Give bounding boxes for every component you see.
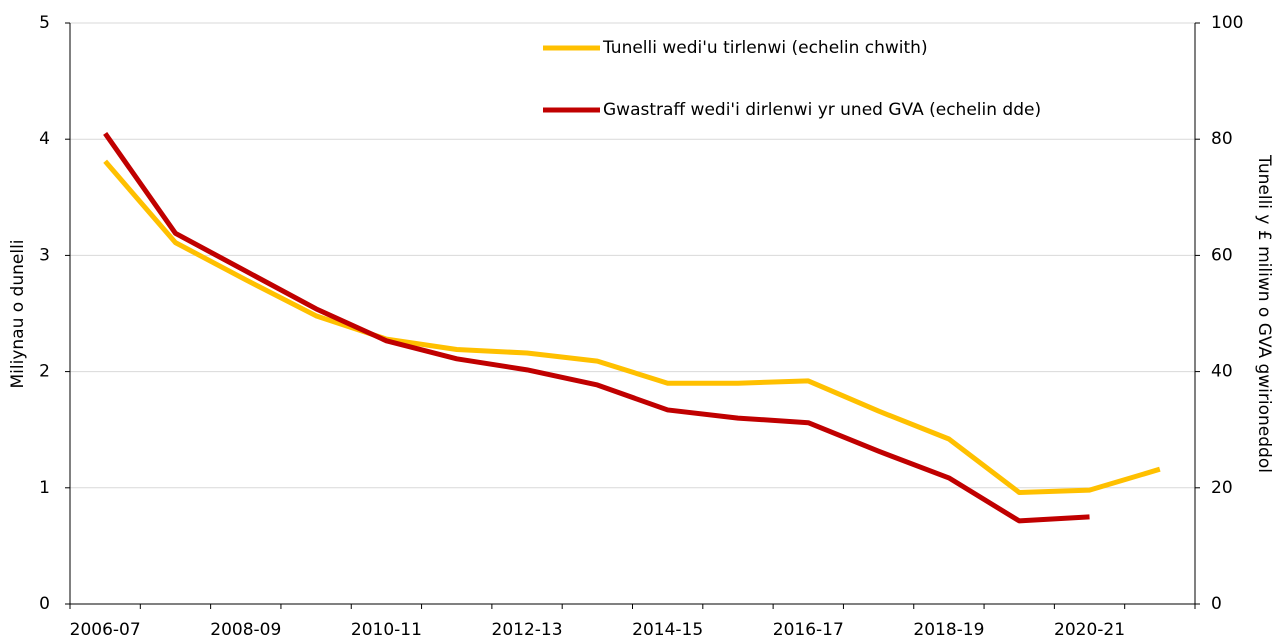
series-line [103, 131, 1090, 524]
x-tick-label: 2008-09 [210, 620, 281, 640]
x-tick-label: 2012-13 [492, 620, 563, 640]
x-tick-label: 2010-11 [351, 620, 422, 640]
y2-axis-label: Tunelli y £ miliwn o GVA gwirioneddol [1254, 154, 1274, 473]
x-tick-label: 2014-15 [632, 620, 703, 640]
legend-label: Tunelli wedi'u tirlenwi (echelin chwith) [602, 38, 928, 58]
y2-tick-label: 80 [1211, 129, 1233, 149]
y-axis-label: Miliynau o dunelli [8, 239, 28, 388]
series-line [103, 159, 1161, 495]
y2-tick-label: 0 [1211, 594, 1222, 614]
x-tick-label: 2020-21 [1054, 620, 1125, 640]
y-tick-label: 0 [39, 594, 50, 614]
y-tick-label: 5 [39, 13, 50, 33]
y-tick-label: 2 [39, 362, 50, 382]
y-tick-label: 4 [39, 129, 50, 149]
y2-tick-label: 60 [1211, 245, 1233, 265]
y2-tick-label: 40 [1211, 362, 1233, 382]
x-tick-label: 2016-17 [773, 620, 844, 640]
y-tick-label: 1 [39, 478, 50, 498]
x-tick-label: 2018-19 [913, 620, 984, 640]
y2-tick-label: 20 [1211, 478, 1233, 498]
x-tick-label: 2006-07 [70, 620, 141, 640]
legend-label: Gwastraff wedi'i dirlenwi yr uned GVA (e… [603, 100, 1041, 120]
y-tick-label: 3 [39, 245, 50, 265]
y2-tick-label: 100 [1211, 13, 1243, 33]
